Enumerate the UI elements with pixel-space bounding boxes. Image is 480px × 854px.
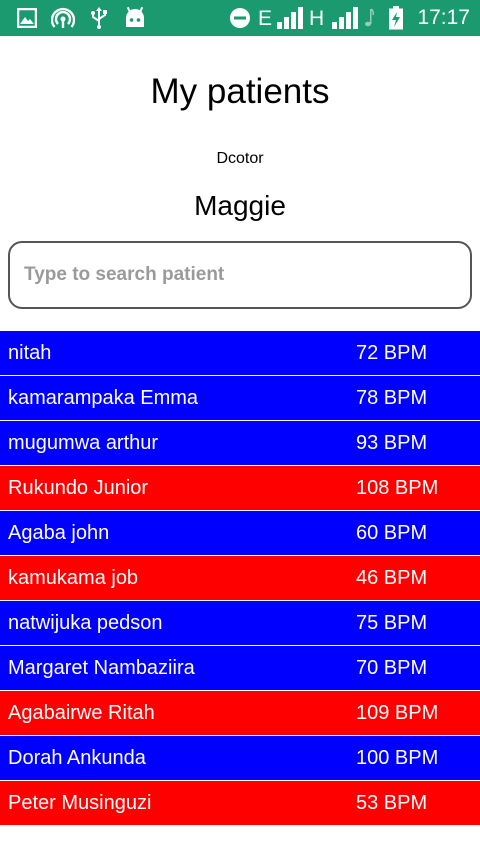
patient-row[interactable]: Margaret Nambaziira 70 BPM	[0, 646, 480, 691]
signal-icon	[331, 7, 359, 29]
patient-row[interactable]: kamukama job 46 BPM	[0, 556, 480, 601]
network-type-h: H	[309, 7, 325, 30]
patient-name: Peter Musinguzi	[8, 792, 152, 814]
patient-name: natwijuka pedson	[8, 612, 163, 634]
patient-bpm: 75 BPM	[356, 612, 428, 634]
patient-bpm: 109 BPM	[356, 702, 439, 724]
search-box[interactable]	[8, 241, 472, 309]
battery-charging-icon	[386, 6, 406, 30]
patient-bpm: 108 BPM	[356, 477, 439, 499]
android-icon	[124, 7, 146, 29]
patient-name: Agabairwe Ritah	[8, 702, 155, 724]
network-type-e: E	[258, 7, 273, 30]
patient-name: Rukundo Junior	[8, 477, 149, 499]
status-bar: E H 17:17	[0, 0, 480, 36]
patient-name: Agaba john	[8, 522, 110, 544]
do-not-disturb-icon	[229, 7, 251, 29]
patient-bpm: 93 BPM	[356, 432, 428, 454]
patient-bpm: 70 BPM	[356, 657, 428, 679]
patient-name: kamukama job	[8, 567, 139, 589]
patient-bpm: 100 BPM	[356, 747, 439, 769]
patient-row[interactable]: Dorah Ankunda 100 BPM	[0, 736, 480, 781]
patient-name: mugumwa arthur	[8, 432, 159, 454]
patient-row[interactable]: natwijuka pedson 75 BPM	[0, 601, 480, 646]
patient-bpm: 60 BPM	[356, 522, 428, 544]
signal-icon	[276, 7, 304, 29]
search-input[interactable]	[24, 243, 454, 307]
patient-name: kamarampaka Emma	[8, 387, 199, 409]
hotspot-icon	[51, 7, 75, 29]
patient-row[interactable]: Agaba john 60 BPM	[0, 511, 480, 556]
patient-bpm: 72 BPM	[356, 342, 428, 364]
usb-icon	[90, 7, 108, 29]
patient-name: Dorah Ankunda	[8, 747, 146, 769]
patient-bpm: 46 BPM	[356, 567, 428, 589]
patient-row[interactable]: nitah 72 BPM	[0, 331, 480, 376]
patient-row[interactable]: Rukundo Junior 108 BPM	[0, 466, 480, 511]
doctor-label: Dcotor	[216, 150, 264, 167]
patient-name: nitah	[8, 342, 52, 364]
patient-row[interactable]: Agabairwe Ritah 109 BPM	[0, 691, 480, 736]
patient-bpm: 78 BPM	[356, 387, 428, 409]
patient-list: nitah 72 BPM kamarampaka Emma 78 BPM mugumwa…	[0, 331, 480, 826]
patient-row[interactable]: mugumwa arthur 93 BPM	[0, 421, 480, 466]
doctor-name: Maggie	[194, 190, 286, 221]
patient-name: Margaret Nambaziira	[8, 657, 195, 679]
music-note-icon	[362, 7, 376, 29]
patient-row[interactable]: Peter Musinguzi 53 BPM	[0, 781, 480, 826]
clock: 17:17	[417, 6, 470, 29]
patient-row[interactable]: kamarampaka Emma 78 BPM	[0, 376, 480, 421]
page-title: My patients	[150, 72, 330, 111]
image-icon	[16, 7, 38, 29]
patient-bpm: 53 BPM	[356, 792, 428, 814]
